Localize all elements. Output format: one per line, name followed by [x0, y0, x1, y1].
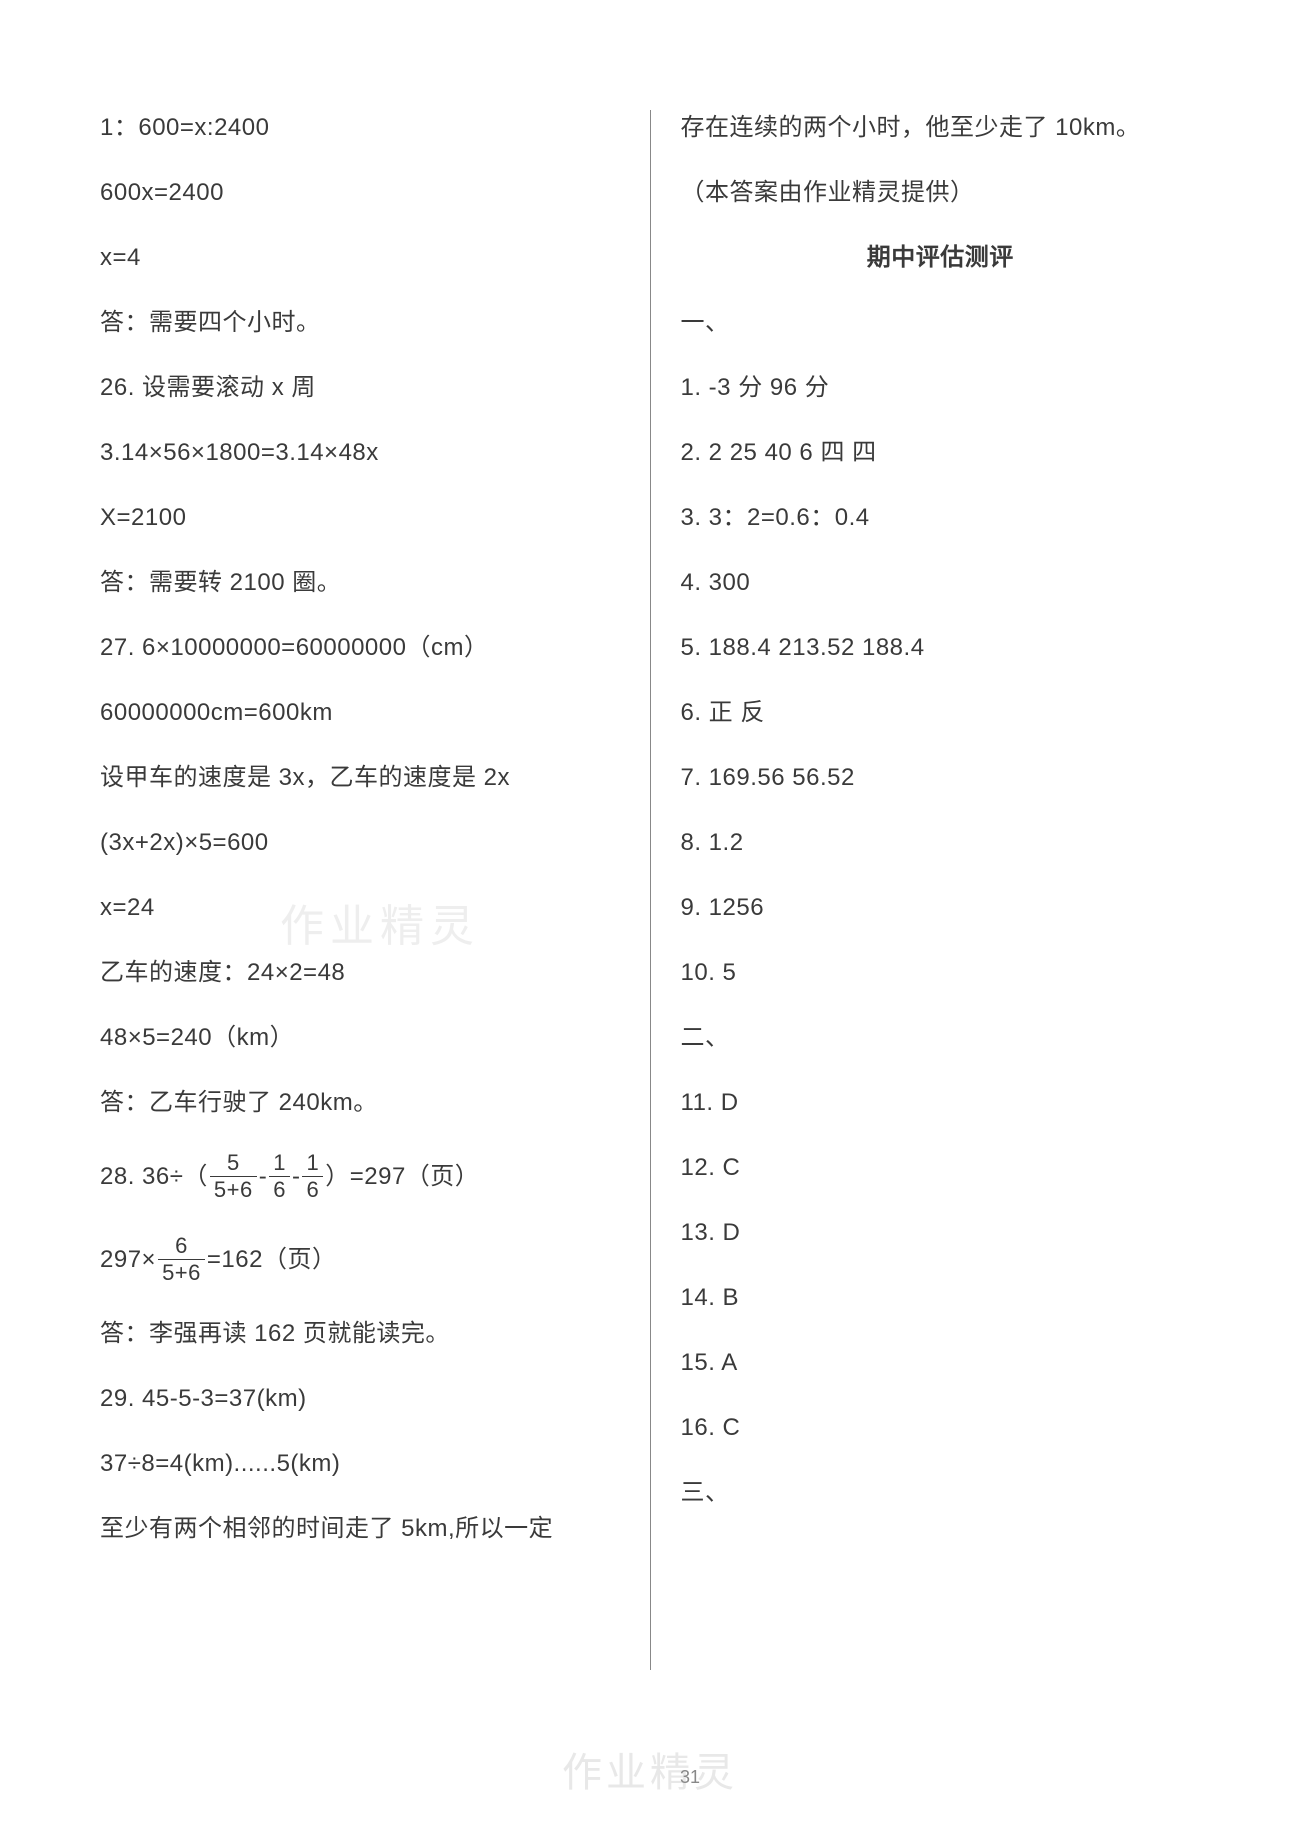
fraction-numerator: 5	[210, 1150, 257, 1177]
fraction-denominator: 6	[269, 1177, 290, 1203]
fraction-numerator: 6	[158, 1233, 205, 1260]
text-line: 乙车的速度：24×2=48	[100, 955, 620, 991]
text-line: （本答案由作业精灵提供）	[681, 175, 1201, 211]
answer-line: 12. C	[681, 1150, 1201, 1186]
text-line: 37÷8=4(km)......5(km)	[100, 1446, 620, 1482]
answer-line: 11. D	[681, 1085, 1201, 1121]
text-line: 1：600=x:2400	[100, 110, 620, 146]
text-line: 设甲车的速度是 3x，乙车的速度是 2x	[100, 760, 620, 796]
text-line: 至少有两个相邻的时间走了 5km,所以一定	[100, 1511, 620, 1547]
answer-line: 4. 300	[681, 565, 1201, 601]
equation-line-28: 28. 36÷（ 5 5+6 - 1 6 - 1 6 ）=297（页）	[100, 1150, 620, 1204]
answer-line: 5. 188.4 213.52 188.4	[681, 630, 1201, 666]
fraction: 1 6	[302, 1150, 323, 1204]
answer-line: 1. -3 分 96 分	[681, 370, 1201, 406]
text-line: x=24	[100, 890, 620, 926]
left-column: 1：600=x:2400 600x=2400 x=4 答：需要四个小时。 26.…	[100, 110, 650, 1670]
text-line: 600x=2400	[100, 175, 620, 211]
fraction: 1 6	[269, 1150, 290, 1204]
eq-prefix: 297×	[100, 1242, 156, 1278]
two-column-layout: 1：600=x:2400 600x=2400 x=4 答：需要四个小时。 26.…	[100, 110, 1200, 1670]
eq-prefix: 28. 36÷（	[100, 1159, 208, 1195]
answer-line: 14. B	[681, 1280, 1201, 1316]
eq-mid: -	[292, 1159, 301, 1195]
answer-line: 2. 2 25 40 6 四 四	[681, 435, 1201, 471]
fraction-numerator: 1	[302, 1150, 323, 1177]
eq-suffix: ）=297（页）	[325, 1159, 479, 1195]
text-line: 60000000cm=600km	[100, 695, 620, 731]
page-number: 31	[680, 1767, 700, 1788]
answer-line: 16. C	[681, 1410, 1201, 1446]
section-label: 一、	[681, 305, 1201, 341]
text-line: 48×5=240（km）	[100, 1020, 620, 1056]
equation-line-28b: 297× 6 5+6 =162（页）	[100, 1233, 620, 1287]
text-line: 答：李强再读 162 页就能读完。	[100, 1316, 620, 1352]
text-line: 答：需要转 2100 圈。	[100, 565, 620, 601]
text-line: 存在连续的两个小时，他至少走了 10km。	[681, 110, 1201, 146]
answer-line: 7. 169.56 56.52	[681, 760, 1201, 796]
text-line: (3x+2x)×5=600	[100, 825, 620, 861]
answer-line: 6. 正 反	[681, 695, 1201, 731]
fraction-numerator: 1	[269, 1150, 290, 1177]
fraction-denominator: 5+6	[210, 1177, 257, 1203]
text-line: 答：乙车行驶了 240km。	[100, 1085, 620, 1121]
text-line: 3.14×56×1800=3.14×48x	[100, 435, 620, 471]
watermark-bottom: 作业精灵	[562, 1740, 738, 1798]
section-label: 三、	[681, 1475, 1201, 1511]
answer-line: 3. 3：2=0.6：0.4	[681, 500, 1201, 536]
answer-line: 10. 5	[681, 955, 1201, 991]
fraction: 5 5+6	[210, 1150, 257, 1204]
text-line: 27. 6×10000000=60000000（cm）	[100, 630, 620, 666]
answer-line: 15. A	[681, 1345, 1201, 1381]
section-heading: 期中评估测评	[681, 240, 1201, 276]
answer-line: 8. 1.2	[681, 825, 1201, 861]
eq-mid: -	[259, 1159, 268, 1195]
fraction: 6 5+6	[158, 1233, 205, 1287]
answer-line: 13. D	[681, 1215, 1201, 1251]
text-line: 29. 45-5-3=37(km)	[100, 1381, 620, 1417]
right-column: 存在连续的两个小时，他至少走了 10km。 （本答案由作业精灵提供） 期中评估测…	[650, 110, 1201, 1670]
text-line: X=2100	[100, 500, 620, 536]
eq-suffix: =162（页）	[207, 1242, 337, 1278]
text-line: x=4	[100, 240, 620, 276]
fraction-denominator: 6	[302, 1177, 323, 1203]
text-line: 26. 设需要滚动 x 周	[100, 370, 620, 406]
section-label: 二、	[681, 1020, 1201, 1056]
answer-line: 9. 1256	[681, 890, 1201, 926]
text-line: 答：需要四个小时。	[100, 305, 620, 341]
fraction-denominator: 5+6	[158, 1260, 205, 1286]
